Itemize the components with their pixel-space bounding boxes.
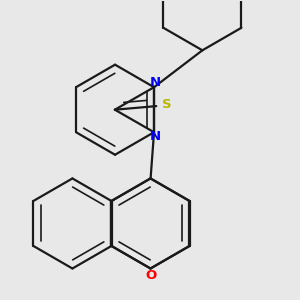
Text: S: S [162,98,172,111]
Text: N: N [150,76,161,89]
Text: N: N [150,130,161,143]
Text: O: O [145,269,156,282]
